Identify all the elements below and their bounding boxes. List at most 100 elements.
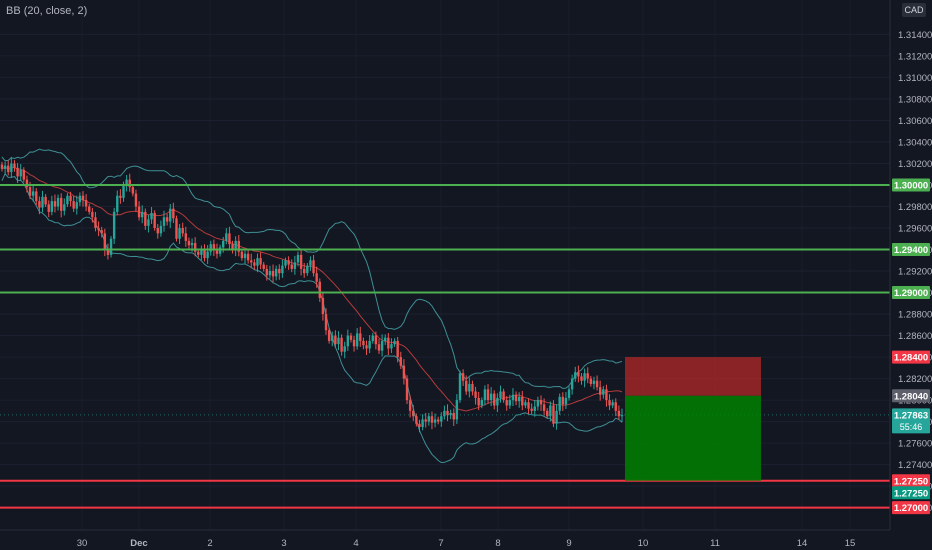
candle-body [203, 249, 206, 259]
price-tick-label: 1.30600 [898, 116, 932, 127]
candle-body [309, 260, 312, 266]
candle-body [259, 258, 262, 265]
candle-body [349, 335, 353, 340]
candle-body [321, 297, 325, 315]
candle-body [35, 191, 38, 202]
candle-body [165, 217, 169, 222]
candle-body [561, 396, 565, 405]
candle-body [141, 211, 144, 218]
candle-body [536, 400, 540, 407]
candle-body [181, 228, 184, 234]
candle-body [7, 165, 10, 173]
time-tick-label: 3 [281, 538, 286, 549]
candle-body [324, 314, 328, 331]
candle-body [25, 179, 29, 188]
candle-body [511, 394, 515, 401]
price-axis[interactable]: 1.31400 1.31200 1.31000 1.30800 1.30600 1.304… [889, 0, 932, 550]
candle-body [399, 357, 402, 366]
time-tick-label: 30 [77, 538, 88, 549]
last-price-label: 1.27863 [894, 410, 928, 421]
horizontal-line-label-bg [892, 243, 930, 257]
candle-body [558, 396, 561, 411]
horizontal-line-label-bg [892, 474, 930, 488]
bb-upper-band [1, 148, 623, 389]
candle-body [106, 249, 110, 255]
candle-body [284, 260, 287, 266]
candle-body [153, 212, 156, 229]
candle-body [343, 346, 346, 352]
candle-body [620, 415, 624, 417]
candle-body [315, 273, 318, 282]
candle-body [452, 412, 455, 420]
price-tick-label: 1.28600 [898, 331, 932, 342]
candle-body [69, 195, 72, 202]
candle-body [592, 380, 596, 384]
entry-price-label: 1.28040 [894, 391, 928, 402]
candle-body [190, 243, 194, 246]
candle-body [265, 268, 269, 276]
candle-body [499, 391, 502, 398]
candle-body [508, 400, 512, 406]
candle-body [256, 258, 259, 266]
price-tick-label: 1.29200 [898, 267, 932, 278]
time-tick-label: 10 [638, 538, 649, 549]
candle-body [455, 400, 459, 420]
candle-body [530, 408, 533, 411]
candle-body [496, 397, 499, 406]
time-tick-label: 15 [845, 538, 856, 549]
candle-body [109, 238, 113, 255]
take-profit-zone [625, 395, 761, 481]
candle-body [172, 208, 175, 219]
time-axis[interactable]: 30 Dec 2 3 4 7 8 9 10 11 14 15 [0, 529, 890, 549]
time-tick-label: 7 [438, 538, 443, 549]
candle-body [608, 400, 611, 406]
candle-body [465, 380, 468, 392]
candle-body [427, 416, 431, 422]
price-axis-bg [890, 0, 932, 550]
candle-body [405, 378, 409, 401]
candle-body [271, 271, 275, 277]
short-position-tool[interactable] [625, 357, 761, 481]
candle-body [225, 233, 228, 241]
candle-body [436, 419, 440, 422]
candle-body [262, 264, 265, 269]
candle-body [362, 340, 365, 346]
entry-price-label-bg [892, 389, 930, 403]
candle-body [614, 402, 617, 411]
candle-body [50, 201, 54, 212]
candle-body [567, 389, 571, 398]
stop-price-label-bg [892, 350, 930, 364]
candle-body [433, 419, 437, 423]
candle-body [243, 253, 247, 259]
candle-body [393, 340, 396, 345]
candle-body [539, 400, 543, 405]
candle-body [327, 330, 331, 341]
candle-body [44, 196, 47, 205]
candle-body [84, 200, 88, 207]
candle-body [56, 197, 60, 207]
horizontal-line-label: 1.27000 [894, 503, 928, 514]
candle-body [184, 233, 188, 241]
candle-body [200, 249, 203, 255]
candle-body [94, 217, 97, 229]
candle-body [59, 197, 63, 211]
candle-body [384, 337, 387, 341]
time-tick-label: Dec [130, 538, 147, 549]
candle-body [483, 389, 487, 401]
countdown-label: 55:46 [900, 422, 923, 432]
candle-body [502, 391, 505, 401]
candle-body [574, 372, 577, 379]
horizontal-line-label: 1.29000 [894, 288, 928, 299]
stop-price-label: 1.28400 [894, 353, 928, 364]
indicator-label[interactable]: BB (20, close, 2) [6, 5, 88, 17]
candle-body [63, 204, 66, 211]
price-tick-label: 1.29800 [898, 202, 932, 213]
candle-body [218, 247, 222, 254]
candle-body [546, 410, 549, 417]
candle-body [424, 419, 427, 422]
candle-body [253, 262, 256, 266]
candle-body [415, 416, 418, 424]
currency-badge[interactable]: CAD [902, 3, 926, 17]
candle-body [493, 393, 496, 406]
